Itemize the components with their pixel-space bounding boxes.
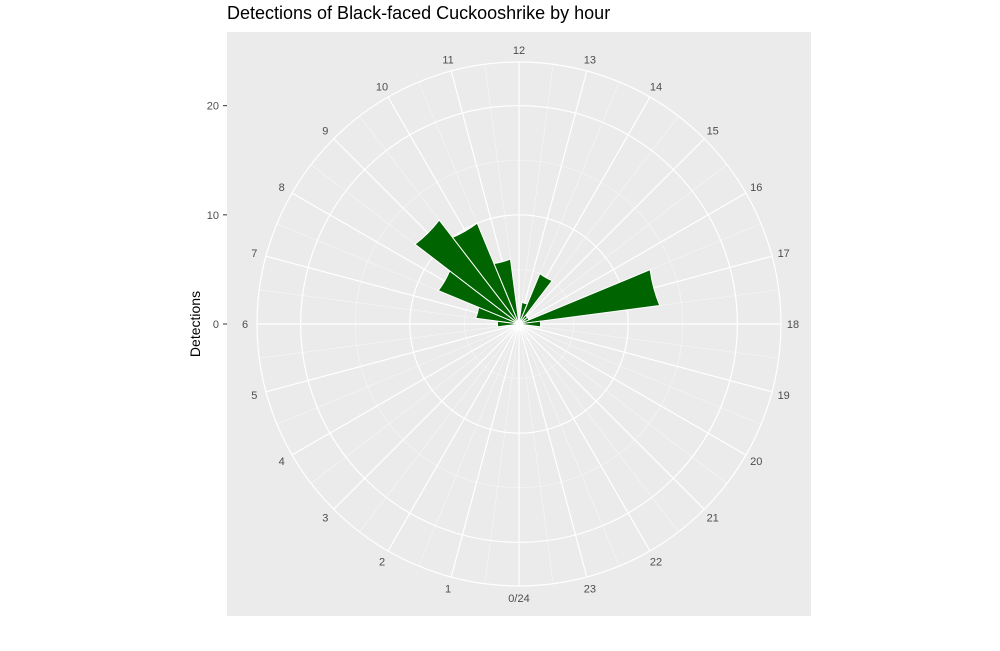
hour-tick-label: 19: [778, 390, 790, 402]
hour-tick-label: 3: [322, 513, 328, 525]
bar-hour-11: [493, 258, 520, 325]
bars: [414, 219, 661, 328]
bar-hour-10: [451, 222, 520, 325]
bar-hour-18: [518, 320, 542, 328]
ring-gridline: [409, 214, 629, 434]
hour-tick-label: 20: [750, 456, 762, 468]
bar-hour-14: [518, 272, 554, 325]
hour-tick-label: 6: [242, 319, 248, 331]
outer-ring-gridline: [256, 61, 782, 587]
ring-gridline: [464, 269, 574, 379]
hour-tick-label: 18: [787, 319, 799, 331]
hour-tick-label: 21: [707, 513, 719, 525]
chart-title: Detections of Black-faced Cuckooshrike b…: [227, 3, 611, 23]
hour-tick-label: 5: [251, 390, 257, 402]
y-tick-label: 10: [207, 210, 219, 222]
hour-tick-label: 12: [513, 45, 525, 57]
hour-tick-label: 15: [707, 125, 719, 137]
y-axis-label: Detections: [187, 291, 203, 357]
ring-gridline: [300, 105, 738, 543]
y-tick-label: 20: [207, 101, 219, 113]
bar-hour-9: [414, 219, 520, 325]
hour-tick-label: 14: [650, 82, 662, 94]
hour-tick-label: 16: [750, 182, 762, 194]
hour-tick-label: 23: [584, 584, 596, 596]
hour-tick-label: 10: [376, 82, 388, 94]
bar-hour-17: [518, 268, 661, 325]
hour-tick-label: 1: [445, 584, 451, 596]
hour-tick-label: 7: [251, 248, 257, 260]
hour-labels: 0/24123456789101112131415161718192021222…: [242, 45, 799, 605]
hour-tick-label: 0/24: [508, 593, 529, 605]
hour-tick-label: 11: [442, 54, 453, 66]
hour-tick-label: 17: [778, 248, 790, 260]
y-axis: 0 10 20: [207, 101, 227, 331]
hour-tick-label: 13: [584, 54, 596, 66]
hour-tick-label: 22: [650, 556, 662, 568]
hour-tick-label: 8: [279, 182, 285, 194]
y-tick-label: 0: [213, 319, 219, 331]
ring-gridline: [354, 159, 684, 489]
hour-tick-label: 9: [322, 125, 328, 137]
hour-tick-label: 2: [379, 556, 385, 568]
hour-tick-label: 4: [279, 456, 285, 468]
